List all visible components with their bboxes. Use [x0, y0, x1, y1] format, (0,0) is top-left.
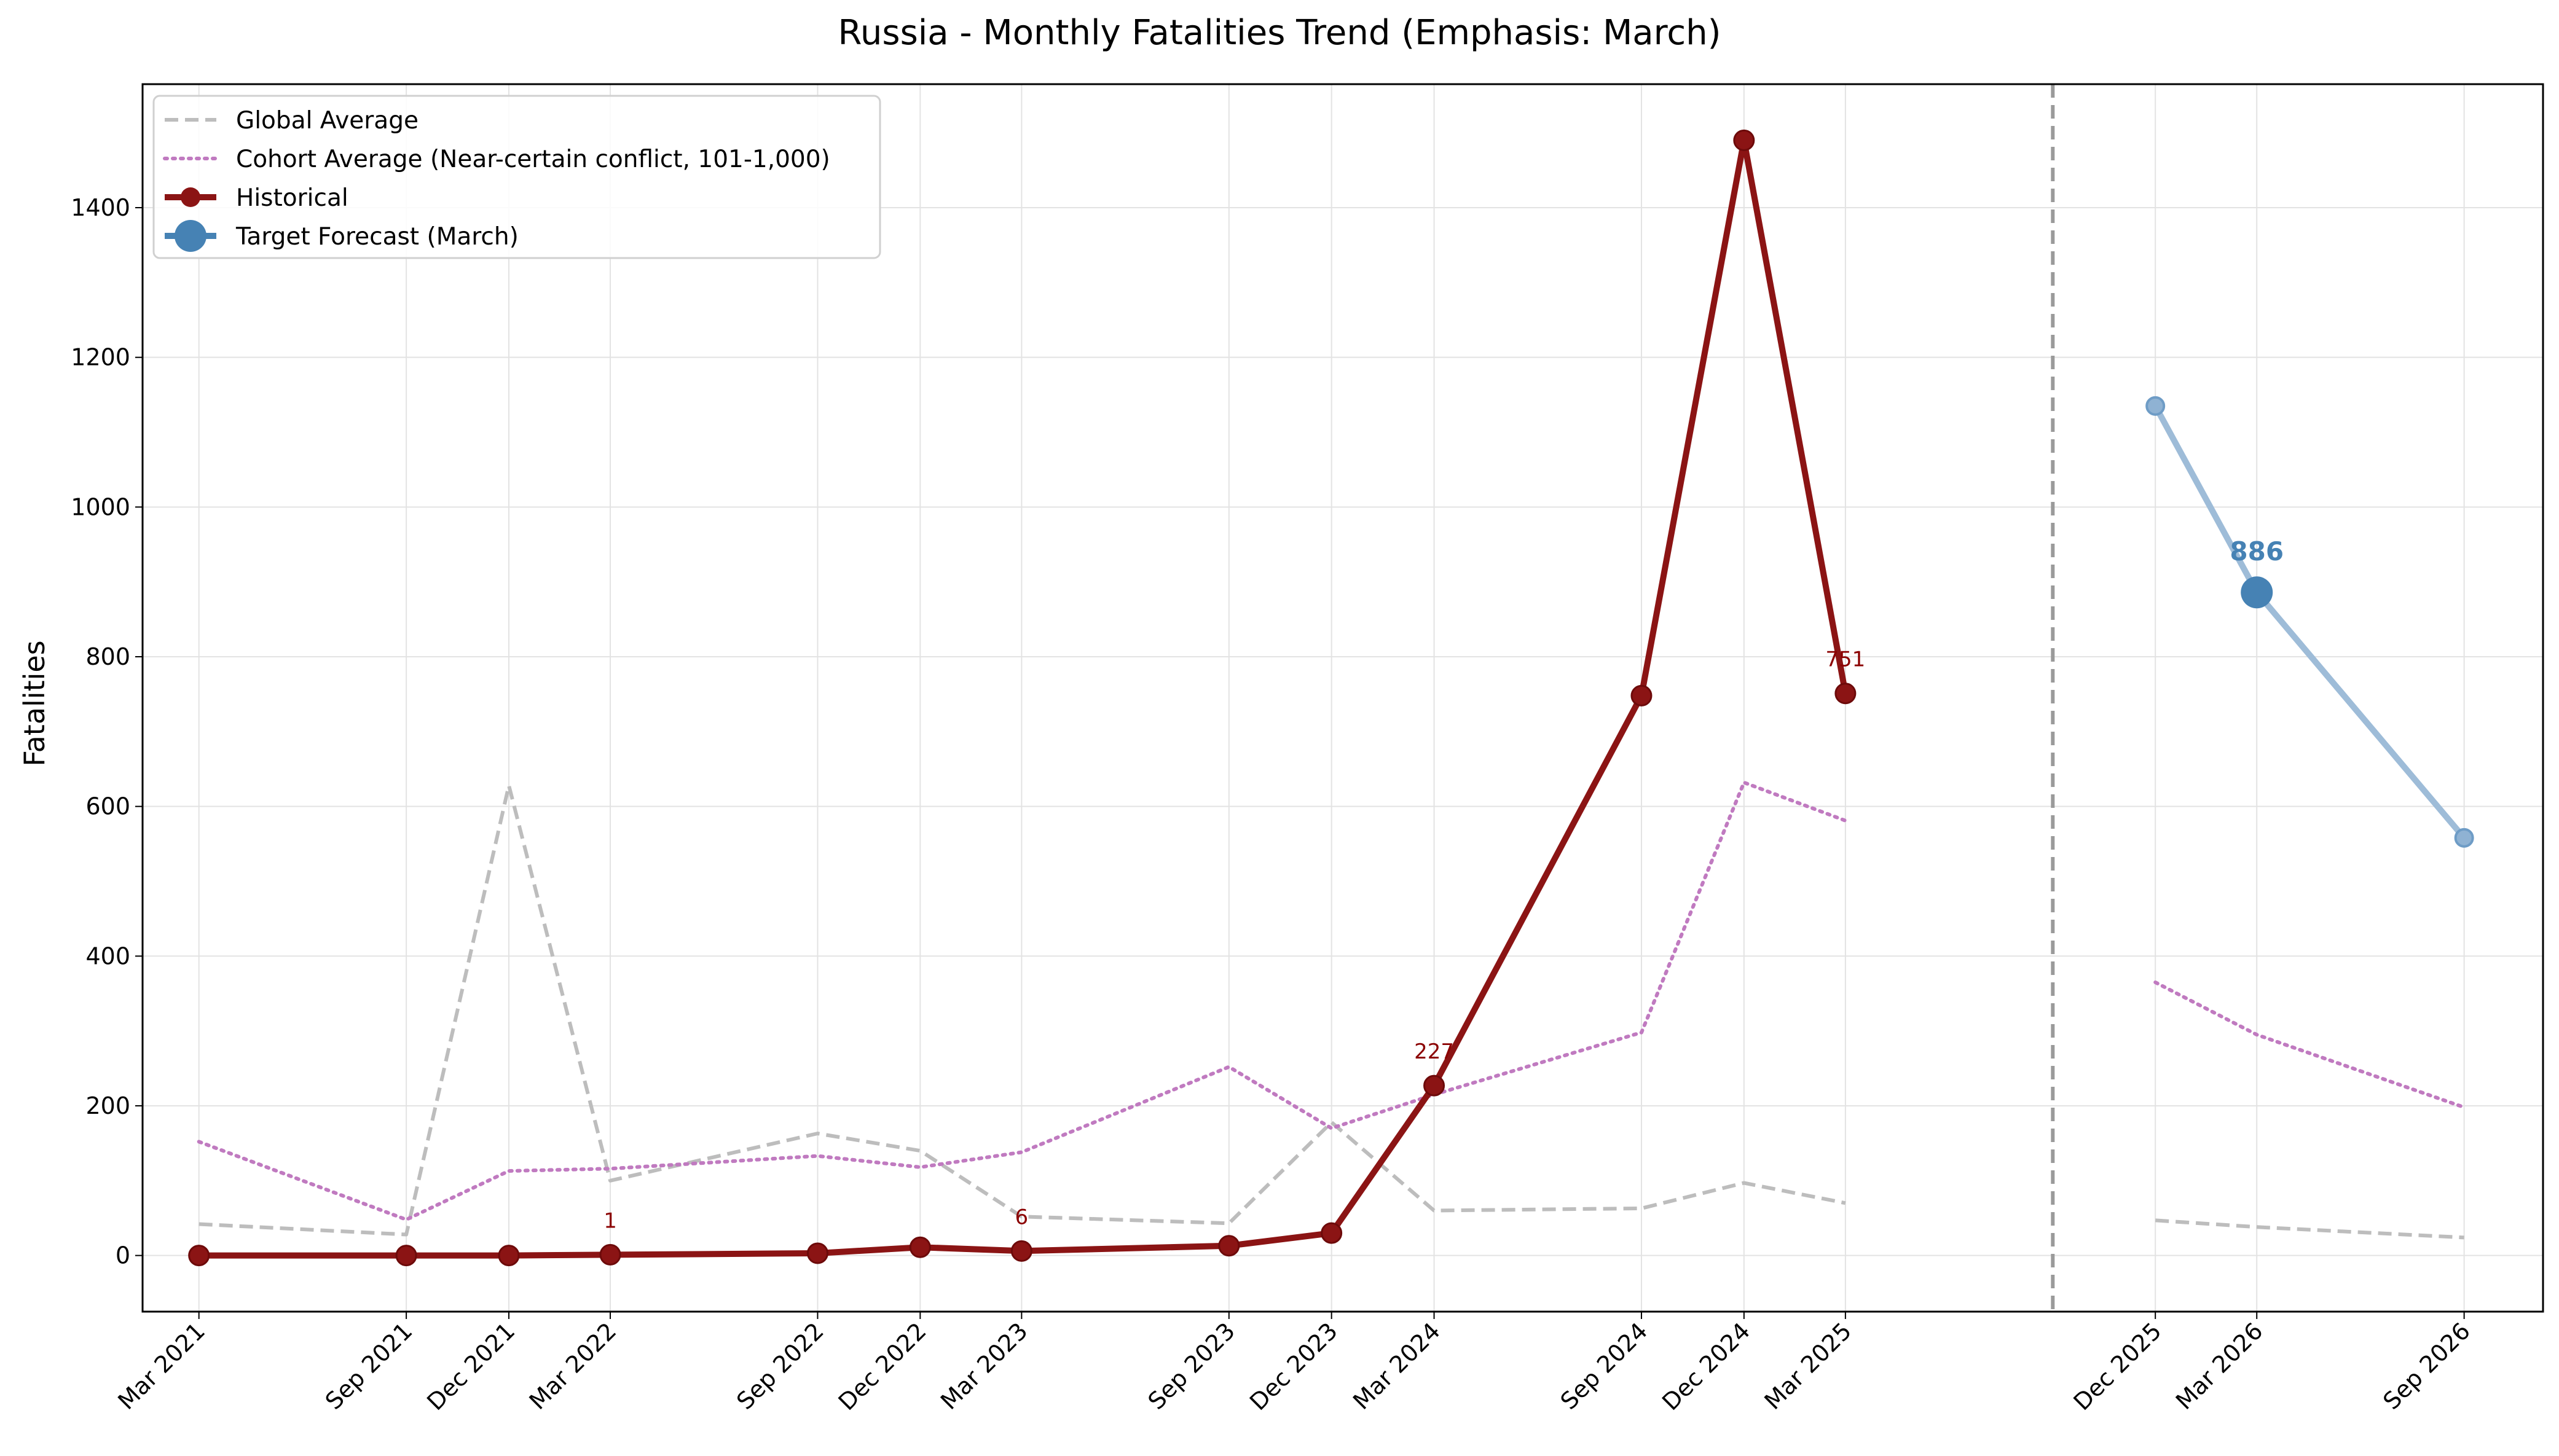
x-tick-label: Dec 2025 [2068, 1317, 2166, 1415]
legend-marker [181, 187, 200, 207]
y-tick-label: 400 [85, 942, 130, 969]
data-label: 886 [2230, 536, 2284, 566]
series-line [2153, 980, 2466, 1110]
x-tick-label: Dec 2024 [1657, 1317, 1755, 1415]
y-ticks: 0 200 400 600 800 1000 1200 1400 [71, 194, 143, 1269]
series-line [2152, 404, 2467, 840]
data-label: 6 [1015, 1205, 1029, 1229]
y-tick-label: 200 [85, 1092, 130, 1119]
series-layer [188, 129, 2474, 1267]
legend-label: Historical [236, 184, 348, 212]
x-tick-label: Dec 2022 [833, 1317, 932, 1415]
x-tick-label: Dec 2023 [1244, 1317, 1343, 1415]
y-tick-label: 800 [85, 643, 130, 670]
x-tick-label: Mar 2022 [524, 1317, 622, 1415]
x-tick-label: Sep 2024 [1555, 1317, 1653, 1415]
data-point [1834, 683, 1857, 705]
data-point [1010, 1240, 1032, 1262]
data-point [188, 1245, 210, 1267]
legend-marker [175, 220, 206, 252]
data-point [1321, 1222, 1343, 1244]
data-point [599, 1243, 621, 1266]
legend-label: Cohort Average (Near-certain conflict, 1… [236, 146, 830, 173]
x-tick-label: Sep 2026 [2378, 1317, 2475, 1415]
data-point [1733, 129, 1755, 151]
x-tick-label: Sep 2023 [1142, 1317, 1240, 1415]
data-point [1423, 1074, 1445, 1097]
y-tick-label: 0 [116, 1242, 130, 1269]
x-tick-label: Sep 2021 [320, 1317, 418, 1415]
y-tick-label: 1400 [71, 194, 130, 221]
data-label: 227 [1414, 1039, 1454, 1064]
plot-frame [141, 83, 2544, 1313]
x-tick-label: Mar 2024 [1348, 1317, 1445, 1415]
x-tick-label: Dec 2021 [422, 1317, 520, 1415]
grid-lines [143, 84, 2543, 1312]
y-tick-label: 1000 [71, 493, 130, 520]
data-point [1630, 684, 1653, 706]
legend-label: Target Forecast (March) [235, 223, 519, 251]
x-tick-label: Mar 2021 [112, 1317, 210, 1415]
data-point [909, 1236, 931, 1258]
series-line [199, 783, 1846, 1237]
series-line [197, 780, 1847, 1222]
legend: Global Average Cohort Average (Near-certa… [152, 95, 881, 259]
legend-label: Global Average [236, 107, 419, 135]
x-tick-label: Mar 2026 [2171, 1317, 2268, 1415]
legend-box [152, 95, 881, 259]
x-ticks: Mar 2021 Sep 2021 Dec 2021 Mar 2022 Sep 2022… [112, 1312, 2475, 1415]
y-tick-label: 1200 [71, 344, 130, 371]
x-tick-label: Mar 2023 [935, 1317, 1033, 1415]
data-point [1218, 1235, 1240, 1257]
x-tick-label: Mar 2025 [1759, 1317, 1857, 1415]
y-tick-label: 600 [85, 793, 130, 820]
data-label: 1 [603, 1208, 617, 1233]
data-point [498, 1245, 520, 1267]
data-point [2145, 396, 2166, 416]
annotations-layer: 1 6 227 751 886 [603, 536, 2284, 1233]
target-highlight-point [2241, 576, 2273, 609]
series-line [2155, 1218, 2464, 1240]
data-label: 751 [1825, 648, 1865, 672]
data-point [2454, 828, 2474, 848]
data-point [806, 1242, 828, 1264]
chart-title: Russia - Monthly Fatalities Trend (Empha… [838, 13, 1721, 53]
x-tick-label: Sep 2022 [731, 1317, 829, 1415]
y-axis-label: Fatalities [18, 640, 51, 766]
data-point [395, 1245, 417, 1267]
